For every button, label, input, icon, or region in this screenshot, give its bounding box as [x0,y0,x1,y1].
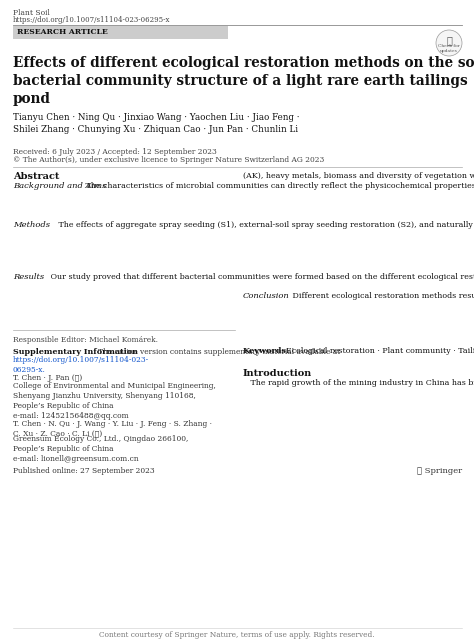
Text: Content courtesy of Springer Nature, terms of use apply. Rights reserved.: Content courtesy of Springer Nature, ter… [99,631,375,639]
Text: Results: Results [13,273,44,281]
Text: Methods: Methods [13,221,50,229]
Text: Keywords: Keywords [243,347,287,355]
Text: https://doi.org/10.1007/s11104-023-
06295-x.: https://doi.org/10.1007/s11104-023- 0629… [13,356,149,374]
Text: Different ecological restoration methods result in significant differences in so: Different ecological restoration methods… [285,292,474,300]
Text: The effects of aggregate spray seeding (S1), external-soil spray seeding restora: The effects of aggregate spray seeding (… [51,221,474,229]
Text: RESEARCH ARTICLE: RESEARCH ARTICLE [17,27,108,36]
Text: (AK), heavy metals, biomass and diversity of vegetation were the main factors in: (AK), heavy metals, biomass and diversit… [243,172,474,180]
Text: Abstract: Abstract [13,172,59,181]
Text: Background and Aims: Background and Aims [13,182,106,190]
Text: T. Chen · N. Qu · J. Wang · Y. Liu · J. Feng · S. Zhang ·
C. Xu · Z. Cao · C. Li: T. Chen · N. Qu · J. Wang · Y. Liu · J. … [13,420,212,438]
Text: Effects of different ecological restoration methods on the soil
bacterial commun: Effects of different ecological restorat… [13,56,474,105]
Text: Our study proved that different bacterial communities were formed based on the d: Our study proved that different bacteria… [43,273,474,281]
Text: Ecological restoration · Plant community · Tailings pond · Spray seeding · Bacte: Ecological restoration · Plant community… [281,347,474,355]
Text: Check for
updates: Check for updates [438,44,460,52]
Text: The rapid growth of the mining industry in China has brought significant ecologi: The rapid growth of the mining industry … [243,379,474,387]
Text: Introduction: Introduction [243,369,312,378]
Text: Received: 6 July 2023 / Accepted: 12 September 2023: Received: 6 July 2023 / Accepted: 12 Sep… [13,148,217,156]
Text: Greensum Ecology Co., Ltd., Qingdao 266100,
People’s Republic of China
e-mail: l: Greensum Ecology Co., Ltd., Qingdao 2661… [13,435,188,463]
FancyBboxPatch shape [13,26,228,39]
Text: © The Author(s), under exclusive licence to Springer Nature Switzerland AG 2023: © The Author(s), under exclusive licence… [13,156,324,164]
Text: The online version contains supplementary material available at: The online version contains supplementar… [91,348,343,356]
Text: Tianyu Chen · Ning Qu · Jinxiao Wang · Yaochen Liu · Jiao Feng ·
Shilei Zhang · : Tianyu Chen · Ning Qu · Jinxiao Wang · Y… [13,113,300,134]
Text: Ⓢ: Ⓢ [446,36,452,45]
Text: Plant Soil: Plant Soil [13,9,50,17]
Text: Conclusion: Conclusion [243,292,290,300]
Text: Published online: 27 September 2023: Published online: 27 September 2023 [13,467,155,475]
Text: Supplementary Information: Supplementary Information [13,348,138,356]
Text: College of Environmental and Municipal Engineering,
Shenyang Jianzhu University,: College of Environmental and Municipal E… [13,382,216,420]
Text: The characteristics of microbial communities can directly reflect the physicoche: The characteristics of microbial communi… [78,182,474,190]
Circle shape [436,30,462,56]
Text: https://doi.org/10.1007/s11104-023-06295-x: https://doi.org/10.1007/s11104-023-06295… [13,16,171,24]
Text: T. Chen · J. Pan (✉): T. Chen · J. Pan (✉) [13,374,82,382]
Text: Ⓢ Springer: Ⓢ Springer [417,467,462,475]
Text: Responsible Editor: Michael Komárek.: Responsible Editor: Michael Komárek. [13,336,158,344]
